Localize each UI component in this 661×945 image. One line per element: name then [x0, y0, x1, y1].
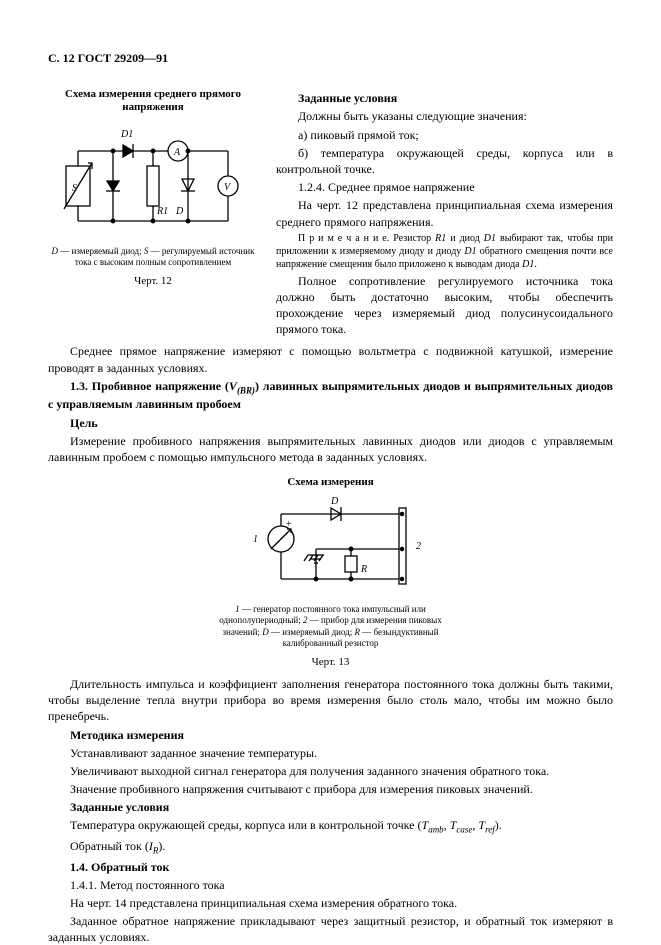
figure-13-number: Черт. 13 [48, 655, 613, 670]
heading-given-conditions: Заданные условия [48, 799, 613, 815]
right-text-block: Заданные условия Должны быть указаны сле… [276, 88, 613, 339]
text-line: Температура окружающей среды, корпуса ил… [48, 817, 613, 836]
text-line: Среднее прямое напряжение измеряют с пом… [48, 343, 613, 375]
figure-12-svg-wrap: S D1 A [58, 121, 248, 240]
figure-13-caption: 1 — генератор постоянного тока импульсны… [211, 604, 451, 649]
figure-12-block: Схема измерения среднего прямого напряже… [48, 88, 258, 339]
svg-text:D: D [330, 496, 339, 507]
svg-text:D1: D1 [120, 129, 133, 140]
text-line: На черт. 12 представлена принципиальная … [276, 197, 613, 229]
text-line: На черт. 14 представлена принципиальная … [48, 895, 613, 911]
svg-text:A: A [173, 147, 181, 158]
text-line: Длительность импульса и коэффициент запо… [48, 676, 613, 725]
heading-method: Методика измерения [48, 727, 613, 743]
top-two-column: Схема измерения среднего прямого напряже… [48, 88, 613, 339]
text-line: б) температура окружающей среды, корпуса… [276, 145, 613, 177]
text-line: а) пиковый прямой ток; [276, 127, 613, 143]
circuit-12-svg: S D1 A [58, 121, 248, 236]
figure-12-number: Черт. 12 [48, 274, 258, 289]
svg-text:S: S [72, 183, 77, 194]
text-line: Значение пробивного напряжения считывают… [48, 781, 613, 797]
page-header: С. 12 ГОСТ 29209—91 [48, 50, 613, 66]
figure-13-title: Схема измерения [48, 475, 613, 490]
text-line: Измерение пробивного напряжения выпрямит… [48, 433, 613, 465]
svg-text:1: 1 [253, 534, 258, 545]
svg-text:R1: R1 [156, 206, 168, 217]
svg-text:+: + [286, 519, 292, 530]
text-line: Обратный ток (IR). [48, 838, 613, 857]
text-line: Устанавливают заданное значение температ… [48, 745, 613, 761]
heading-1-4: 1.4. Обратный ток [48, 859, 613, 875]
page: С. 12 ГОСТ 29209—91 Схема измерения сред… [0, 0, 661, 936]
svg-text:2: 2 [416, 541, 421, 552]
figure-12-caption: D — измеряемый диод; S — регулируемый ис… [48, 246, 258, 269]
text-line: 1.2.4. Среднее прямое напряжение [276, 179, 613, 195]
text-line: Полное сопротивление регулируемого источ… [276, 273, 613, 338]
heading-goal: Цель [48, 415, 613, 431]
svg-text:D: D [175, 206, 184, 217]
text-line: Должны быть указаны следующие значения: [276, 108, 613, 124]
heading-1-3: 1.3. Пробивное напряжение (V(BR)) лавинн… [48, 378, 613, 413]
circuit-13-svg: + 1 D [221, 494, 441, 594]
text-line: 1.4.1. Метод постоянного тока [48, 877, 613, 893]
text-line: Увеличивают выходной сигнал генератора д… [48, 763, 613, 779]
figure-12-title: Схема измерения среднего прямого напряже… [48, 88, 258, 114]
figure-13-block: Схема измерения + 1 [48, 475, 613, 670]
svg-text:R: R [360, 564, 367, 575]
text-line: Заданное обратное напряжение прикладываю… [48, 913, 613, 945]
heading-conditions: Заданные условия [276, 90, 613, 106]
note-line: П р и м е ч а н и е. Резистор R1 и диод … [276, 232, 613, 271]
